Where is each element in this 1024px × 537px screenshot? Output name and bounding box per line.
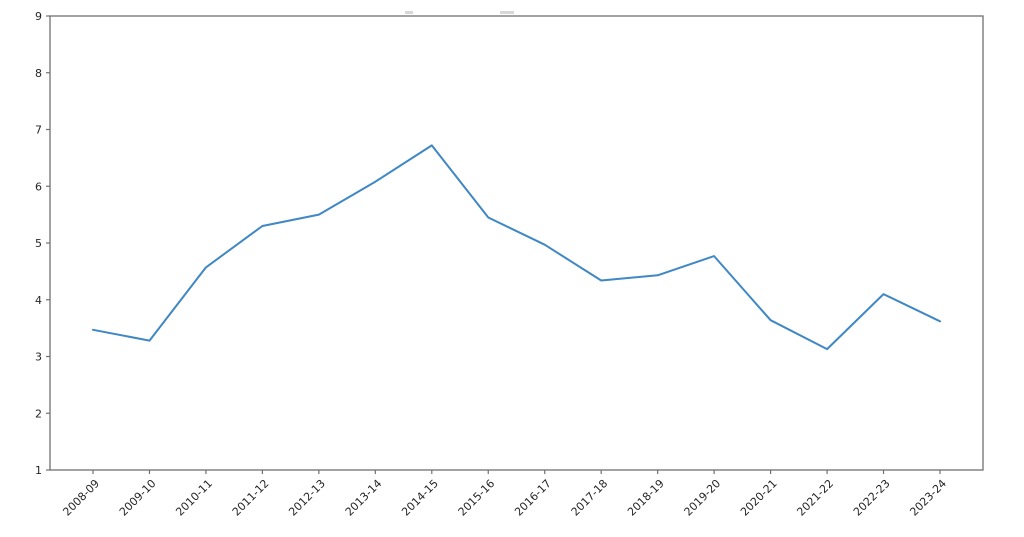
- x-tick-label: 2015-16: [456, 477, 498, 519]
- x-tick-label: 2018-19: [625, 477, 667, 519]
- x-tick-label: 2013-14: [343, 477, 385, 519]
- y-tick-label: 7: [35, 124, 42, 137]
- x-tick-label: 2022-23: [851, 477, 893, 519]
- x-tick-label: 2008-09: [60, 477, 102, 519]
- x-tick-label: 2012-13: [286, 477, 328, 519]
- data-line-value: [92, 144, 941, 351]
- y-tick-label: 3: [35, 351, 42, 364]
- y-tick-label: 4: [35, 294, 42, 307]
- x-tick-label: 2009-10: [117, 477, 159, 519]
- title-remnant: [405, 11, 413, 14]
- x-tick-label: 2017-18: [569, 477, 611, 519]
- y-tick-label: 5: [35, 237, 42, 250]
- y-tick-label: 6: [35, 180, 42, 193]
- x-tick-label: 2020-21: [738, 477, 780, 519]
- y-tick-label: 2: [35, 407, 42, 420]
- y-tick-label: 9: [35, 10, 42, 23]
- y-tick-label: 8: [35, 67, 42, 80]
- x-tick-label: 2011-12: [230, 477, 272, 519]
- x-tick-label: 2019-20: [682, 477, 724, 519]
- title-remnant: [500, 11, 514, 14]
- x-tick-label: 2023-24: [907, 477, 949, 519]
- y-tick-label: 1: [35, 464, 42, 477]
- x-tick-label: 2010-11: [173, 477, 215, 519]
- x-tick-label: 2021-22: [794, 477, 836, 519]
- plot-border: [49, 15, 984, 471]
- x-tick-label: 2016-17: [512, 477, 554, 519]
- x-tick-label: 2014-15: [399, 477, 441, 519]
